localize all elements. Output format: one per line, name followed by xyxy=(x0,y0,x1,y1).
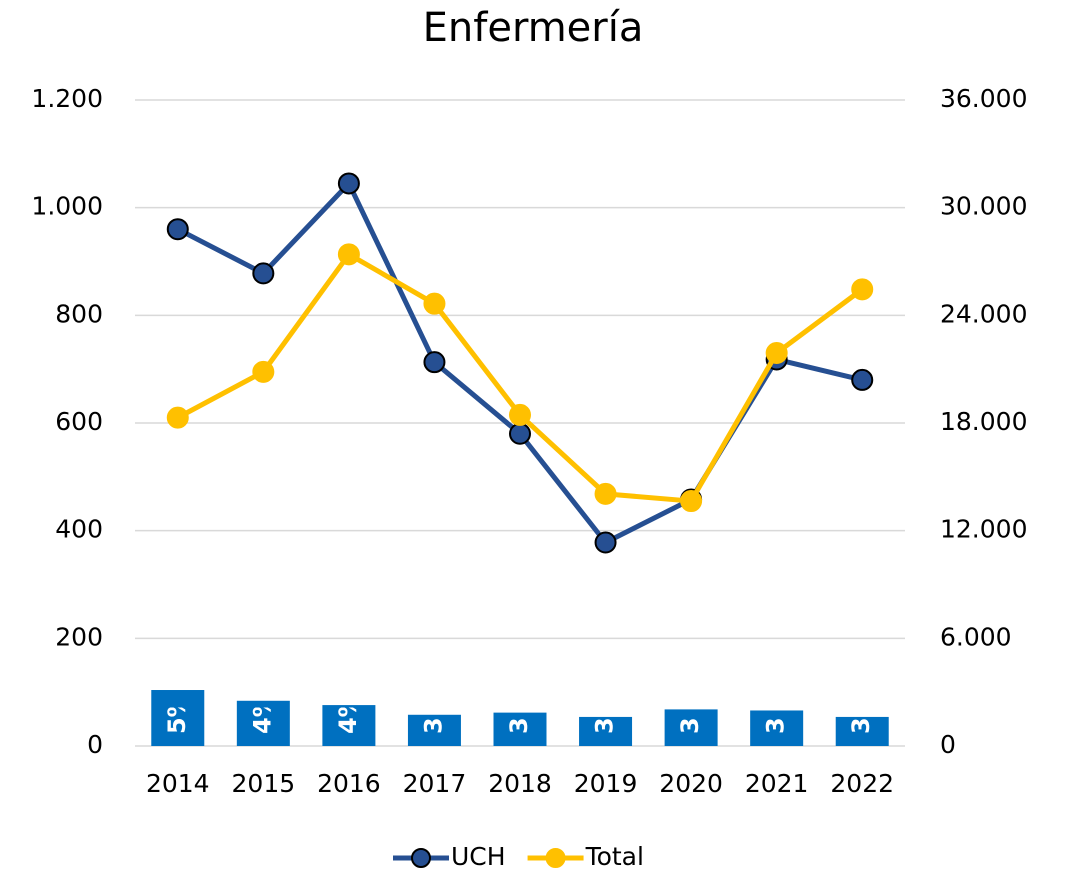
y2-tick-label: 36.000 xyxy=(940,84,1027,113)
y2-tick-label: 30.000 xyxy=(940,192,1027,221)
bar-label: 3 xyxy=(762,717,790,734)
marker xyxy=(680,490,703,513)
marker xyxy=(166,406,189,429)
bar-label: 5% xyxy=(163,693,191,734)
bar-label: 3 xyxy=(847,717,875,734)
legend-marker xyxy=(545,848,566,868)
bar xyxy=(750,710,804,746)
legend-label: Total xyxy=(585,842,644,871)
marker xyxy=(509,403,531,426)
y2-tick-label: 24.000 xyxy=(940,299,1027,328)
marker xyxy=(765,342,788,365)
marker xyxy=(509,422,531,445)
marker xyxy=(851,278,874,301)
y-tick-label: 200 xyxy=(55,622,103,651)
x-tick-label: 2022 xyxy=(830,769,894,798)
bar xyxy=(835,716,889,746)
marker xyxy=(594,482,617,505)
bar-label: 4% xyxy=(248,693,276,734)
x-tick-label: 2015 xyxy=(232,769,296,798)
bar-label: 3 xyxy=(676,717,704,734)
bar-label: 4% xyxy=(334,693,362,734)
y2-tick-label: 12.000 xyxy=(940,515,1027,544)
y-tick-label: 0 xyxy=(87,730,103,759)
y-tick-label: 1.000 xyxy=(31,192,103,221)
bar xyxy=(664,709,718,746)
x-tick-label: 2021 xyxy=(745,769,809,798)
marker xyxy=(252,262,275,285)
marker xyxy=(423,351,446,374)
x-tick-label: 2016 xyxy=(317,769,381,798)
bar xyxy=(407,714,461,746)
marker xyxy=(166,218,189,241)
bar xyxy=(579,716,633,746)
marker xyxy=(594,531,617,554)
marker xyxy=(423,292,446,315)
y2-tick-label: 0 xyxy=(940,730,956,759)
x-tick-label: 2020 xyxy=(659,769,723,798)
marker xyxy=(252,360,275,383)
legend-label: UCH xyxy=(451,842,506,871)
bar-label: 3 xyxy=(505,717,533,734)
bar xyxy=(151,690,205,746)
y2-tick-label: 18.000 xyxy=(940,407,1027,436)
bar xyxy=(236,700,290,746)
y-tick-label: 800 xyxy=(55,299,103,328)
marker xyxy=(337,243,360,266)
x-tick-label: 2017 xyxy=(403,769,467,798)
x-tick-label: 2014 xyxy=(146,769,210,798)
bar xyxy=(322,705,376,746)
bar xyxy=(493,712,547,746)
bar-label: 3 xyxy=(591,717,619,734)
marker xyxy=(851,368,874,391)
y-tick-label: 600 xyxy=(55,407,103,436)
y-tick-label: 1.200 xyxy=(31,84,103,113)
chart-title: Enfermería xyxy=(423,5,644,51)
y2-tick-label: 6.000 xyxy=(940,622,1012,651)
marker xyxy=(337,172,360,195)
x-tick-label: 2019 xyxy=(574,769,638,798)
bar-label: 3 xyxy=(419,717,447,734)
x-tick-label: 2018 xyxy=(488,769,552,798)
y-tick-label: 400 xyxy=(55,515,103,544)
legend-marker xyxy=(411,848,431,868)
